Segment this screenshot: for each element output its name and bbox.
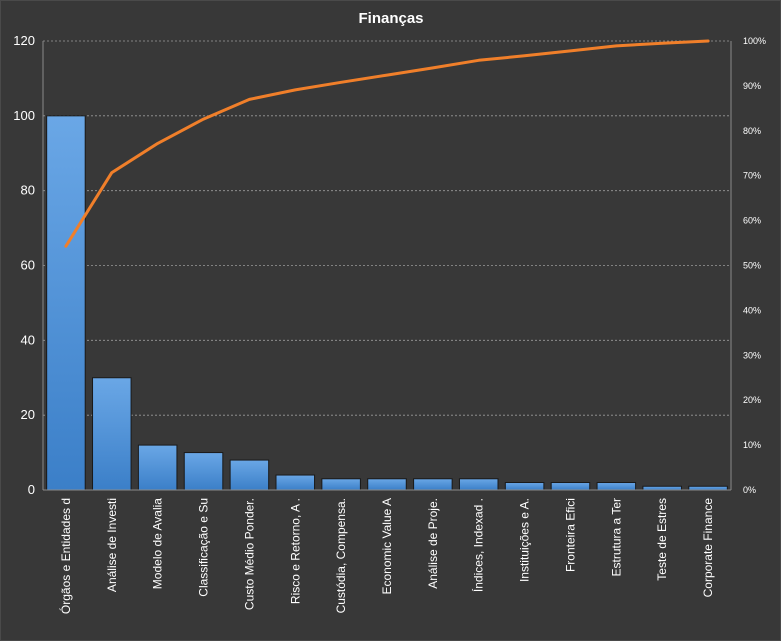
y-right-tick-label: 70% [743, 171, 761, 181]
bar [229, 459, 270, 491]
bar [321, 478, 361, 491]
gridlines [43, 40, 731, 416]
y-left-tick-label: 0 [28, 482, 35, 497]
y-axis-right-ticks: 0% 10% 20% 30% 40% 50% 60% 70% 80% 90% 100% [743, 36, 766, 495]
x-tick-label: Índices, Indexad . [471, 498, 486, 592]
bar [275, 474, 316, 491]
y-left-tick-label: 80 [21, 183, 35, 198]
y-right-tick-label: 20% [743, 395, 761, 405]
bar [137, 444, 178, 491]
y-right-tick-label: 0% [743, 485, 756, 495]
x-tick-label: Classificação e Su [197, 498, 211, 597]
bar [46, 115, 86, 491]
bar-series [46, 115, 728, 491]
y-axis-left-ticks: 0 20 40 60 80 100 120 [13, 33, 35, 497]
x-tick-label: Economic Value A [380, 498, 394, 595]
bar [642, 485, 682, 491]
bar [688, 485, 728, 491]
y-left-tick-label: 20 [21, 407, 35, 422]
x-tick-label: Corporate Finance [701, 498, 715, 598]
y-left-tick-label: 40 [21, 332, 35, 347]
x-tick-label: Custódia, Compensa. [334, 498, 348, 613]
y-right-tick-label: 60% [743, 216, 761, 226]
x-tick-label: Estrutura a Ter [609, 498, 623, 576]
chart-title: Finanças [358, 10, 423, 27]
x-tick-label: Risco e Retorno, A . [288, 498, 302, 604]
bar [458, 478, 499, 491]
bar [550, 482, 591, 491]
x-tick-label: Teste de Estres [655, 498, 669, 581]
cumulative-line-series [64, 39, 710, 248]
x-tick-label: Fronteira Efici [563, 498, 577, 572]
y-right-tick-label: 100% [743, 36, 766, 46]
axes [42, 41, 732, 491]
y-right-tick-label: 80% [743, 126, 761, 136]
bar [504, 482, 545, 491]
y-right-tick-label: 40% [743, 305, 761, 315]
bar [596, 482, 637, 491]
x-tick-label: Órgãos e Entidades d [58, 498, 73, 614]
y-right-tick-label: 50% [743, 261, 761, 271]
y-right-tick-label: 30% [743, 350, 761, 360]
x-tick-label: Modelo de Avalia [151, 498, 165, 590]
y-left-tick-label: 100 [13, 108, 35, 123]
x-axis-ticks: Órgãos e Entidades d Análise de Investi Mo… [58, 498, 715, 614]
y-right-tick-label: 90% [743, 81, 761, 91]
bar [92, 377, 132, 491]
y-left-tick-label: 120 [13, 33, 35, 48]
bar [413, 478, 453, 491]
y-right-tick-label: 10% [743, 440, 761, 450]
y-left-tick-label: 60 [21, 258, 35, 273]
bar [367, 478, 407, 491]
cumulative-line [64, 39, 710, 248]
x-tick-label: Análise de Investi [105, 498, 119, 592]
x-tick-label: Análise de Proje. [426, 498, 440, 589]
x-tick-label: Instituições e A. [518, 498, 532, 582]
bar [183, 452, 224, 491]
x-tick-label: Custo Médio Ponder. [242, 498, 256, 610]
